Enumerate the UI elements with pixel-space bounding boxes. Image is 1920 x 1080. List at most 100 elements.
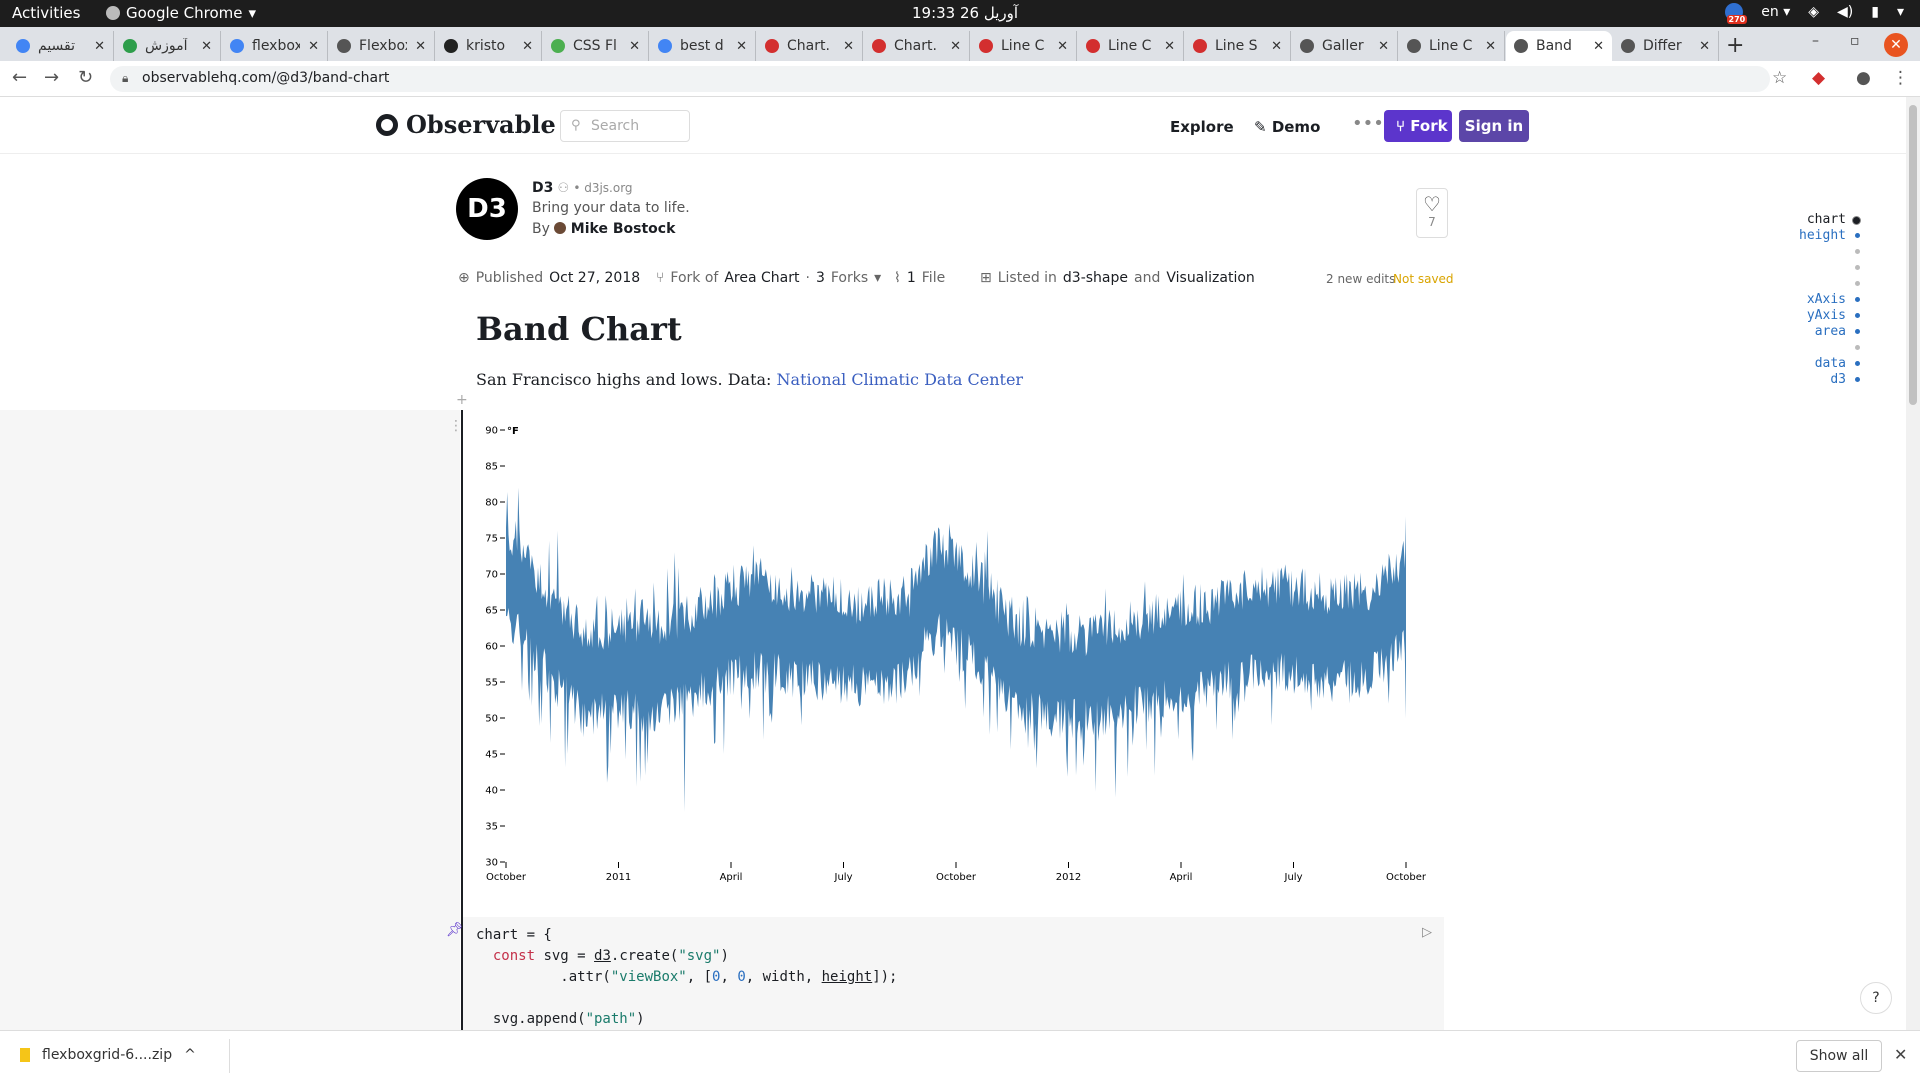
sign-in-button[interactable]: Sign in [1459, 110, 1529, 142]
collection-visualization[interactable]: Visualization [1166, 270, 1255, 286]
minimap-item[interactable]: area [1799, 324, 1860, 340]
tab-8[interactable]: Chart. ✕ [864, 31, 970, 61]
owner-name[interactable]: D3 [532, 180, 554, 196]
show-all-button[interactable]: Show all [1796, 1040, 1882, 1072]
search-input[interactable]: ⚲ Search [560, 110, 690, 142]
url-text: observablehq.com/@d3/band-chart [142, 70, 390, 86]
notification-icon[interactable]: 270 [1725, 3, 1748, 24]
tab-10[interactable]: Line C ✕ [1078, 31, 1184, 61]
profile-avatar[interactable]: ● [1856, 68, 1871, 88]
chevron-up-icon[interactable]: ^ [184, 1047, 196, 1063]
cell-menu-button[interactable]: ⋮ [449, 418, 463, 434]
demo-link[interactable]: ✎ Demo [1254, 118, 1321, 136]
minimap-item[interactable]: d3 [1799, 372, 1860, 388]
explore-link[interactable]: Explore [1170, 118, 1234, 136]
data-source-link[interactable]: National Climatic Data Center [776, 370, 1024, 389]
observable-logo[interactable]: Observable [376, 110, 556, 139]
system-tray[interactable]: 270 en ▾ ◈ ◀) ▮ ▾ [1725, 3, 1904, 24]
tab-3[interactable]: Flexbox ✕ [329, 31, 435, 61]
language-indicator[interactable]: en ▾ [1761, 4, 1791, 20]
like-button[interactable]: ♡ 7 [1416, 188, 1448, 238]
tab-close-icon[interactable]: ✕ [1378, 38, 1389, 54]
like-count: 7 [1428, 215, 1436, 229]
author-name[interactable]: Mike Bostock [570, 221, 676, 237]
minimap-item[interactable]: chart [1799, 212, 1861, 228]
tab-7[interactable]: Chart. ✕ [757, 31, 863, 61]
edits-count[interactable]: 2 new edits [1326, 272, 1396, 286]
tab-close-icon[interactable]: ✕ [94, 38, 105, 54]
tab-close-icon[interactable]: ✕ [1057, 38, 1068, 54]
fork-of-link[interactable]: Area Chart [724, 270, 800, 286]
tab-close-icon[interactable]: ✕ [201, 38, 212, 54]
bookmark-star-icon[interactable]: ☆ [1772, 68, 1788, 88]
minimap-item[interactable]: data [1799, 356, 1860, 372]
tab-close-icon[interactable]: ✕ [1164, 38, 1175, 54]
tab-close-icon[interactable]: ✕ [1699, 38, 1710, 54]
app-menu[interactable]: Google Chrome ▾ [106, 4, 256, 22]
download-item[interactable]: flexboxgrid-6....zip ^ [20, 1047, 196, 1063]
pin-icon[interactable]: 📌︎ [446, 922, 464, 938]
tab-15[interactable]: Differ ✕ [1613, 31, 1719, 61]
minimize-button[interactable]: – [1812, 33, 1819, 49]
tab-4[interactable]: kristo ✕ [436, 31, 542, 61]
extension-icon[interactable]: ◆ [1812, 68, 1826, 88]
tab-close-icon[interactable]: ✕ [629, 38, 640, 54]
code-cell[interactable]: chart = { const svg = d3.create("svg") .… [463, 917, 1444, 1030]
tab-1[interactable]: آموزش ✕ [115, 31, 221, 61]
files-info[interactable]: ⌇ 1 File [894, 270, 946, 286]
tab-14[interactable]: Band ✕ [1506, 31, 1612, 61]
minimap-item[interactable]: yAxis [1799, 308, 1860, 324]
tab-close-icon[interactable]: ✕ [843, 38, 854, 54]
tab-0[interactable]: تقسیم ✕ [8, 31, 114, 61]
tab-close-icon[interactable]: ✕ [522, 38, 533, 54]
tab-6[interactable]: best d ✕ [650, 31, 756, 61]
tab-close-icon[interactable]: ✕ [1593, 38, 1604, 54]
minimap-item[interactable] [1799, 340, 1860, 356]
back-button[interactable]: ← [12, 67, 28, 88]
tab-close-icon[interactable]: ✕ [1271, 38, 1282, 54]
minimap-item[interactable] [1799, 260, 1860, 276]
tab-9[interactable]: Line C ✕ [971, 31, 1077, 61]
tab-2[interactable]: flexbox ✕ [222, 31, 328, 61]
minimap-item[interactable] [1799, 276, 1860, 292]
help-button[interactable]: ? [1860, 982, 1892, 1014]
address-bar[interactable]: 🔒︎ observablehq.com/@d3/band-chart [110, 66, 1770, 92]
page-scrollbar[interactable] [1906, 97, 1920, 1030]
minimap-item[interactable]: height [1799, 228, 1860, 244]
tab-close-icon[interactable]: ✕ [950, 38, 961, 54]
tab-5[interactable]: CSS Fl ✕ [543, 31, 649, 61]
volume-icon[interactable]: ◀) [1837, 4, 1854, 20]
clock[interactable]: 19:33 26 آوریل [912, 4, 1019, 22]
caret-down-icon[interactable]: ▾ [1896, 4, 1904, 20]
fork-button[interactable]: ⑂ Fork [1384, 110, 1452, 142]
add-cell-button[interactable]: + [456, 392, 468, 408]
d3-avatar[interactable]: D3 [456, 178, 518, 240]
close-window-button[interactable]: ✕ [1884, 33, 1908, 57]
activities-button[interactable]: Activities [12, 4, 81, 22]
forks-count[interactable]: 3 [815, 270, 825, 286]
collection-d3-shape[interactable]: d3-shape [1062, 270, 1129, 286]
minimap-item[interactable] [1799, 244, 1860, 260]
more-menu-button[interactable]: ••• [1352, 113, 1384, 134]
forks-link[interactable]: Forks [830, 270, 869, 286]
tab-close-icon[interactable]: ✕ [736, 38, 747, 54]
maximize-button[interactable]: ▫ [1850, 33, 1860, 49]
scrollbar-thumb[interactable] [1909, 105, 1917, 405]
owner-site[interactable]: d3js.org [584, 181, 633, 195]
new-tab-button[interactable]: + [1726, 33, 1745, 58]
tab-close-icon[interactable]: ✕ [415, 38, 426, 54]
network-icon[interactable]: ◈ [1808, 4, 1820, 20]
tab-close-icon[interactable]: ✕ [1485, 38, 1496, 54]
battery-icon[interactable]: ▮ [1871, 4, 1879, 20]
minimap-item[interactable]: xAxis [1799, 292, 1860, 308]
lock-icon[interactable]: 🔒︎ [122, 71, 129, 85]
tab-close-icon[interactable]: ✕ [308, 38, 319, 54]
run-cell-button[interactable]: ▷ [1422, 925, 1432, 940]
reload-button[interactable]: ↻ [78, 67, 94, 88]
forward-button[interactable]: → [44, 67, 60, 88]
close-download-bar-button[interactable]: ✕ [1894, 1045, 1908, 1064]
tab-13[interactable]: Line C ✕ [1399, 31, 1505, 61]
chrome-menu-button[interactable]: ⋮ [1892, 68, 1909, 88]
tab-12[interactable]: Galler ✕ [1292, 31, 1398, 61]
tab-11[interactable]: Line S ✕ [1185, 31, 1291, 61]
